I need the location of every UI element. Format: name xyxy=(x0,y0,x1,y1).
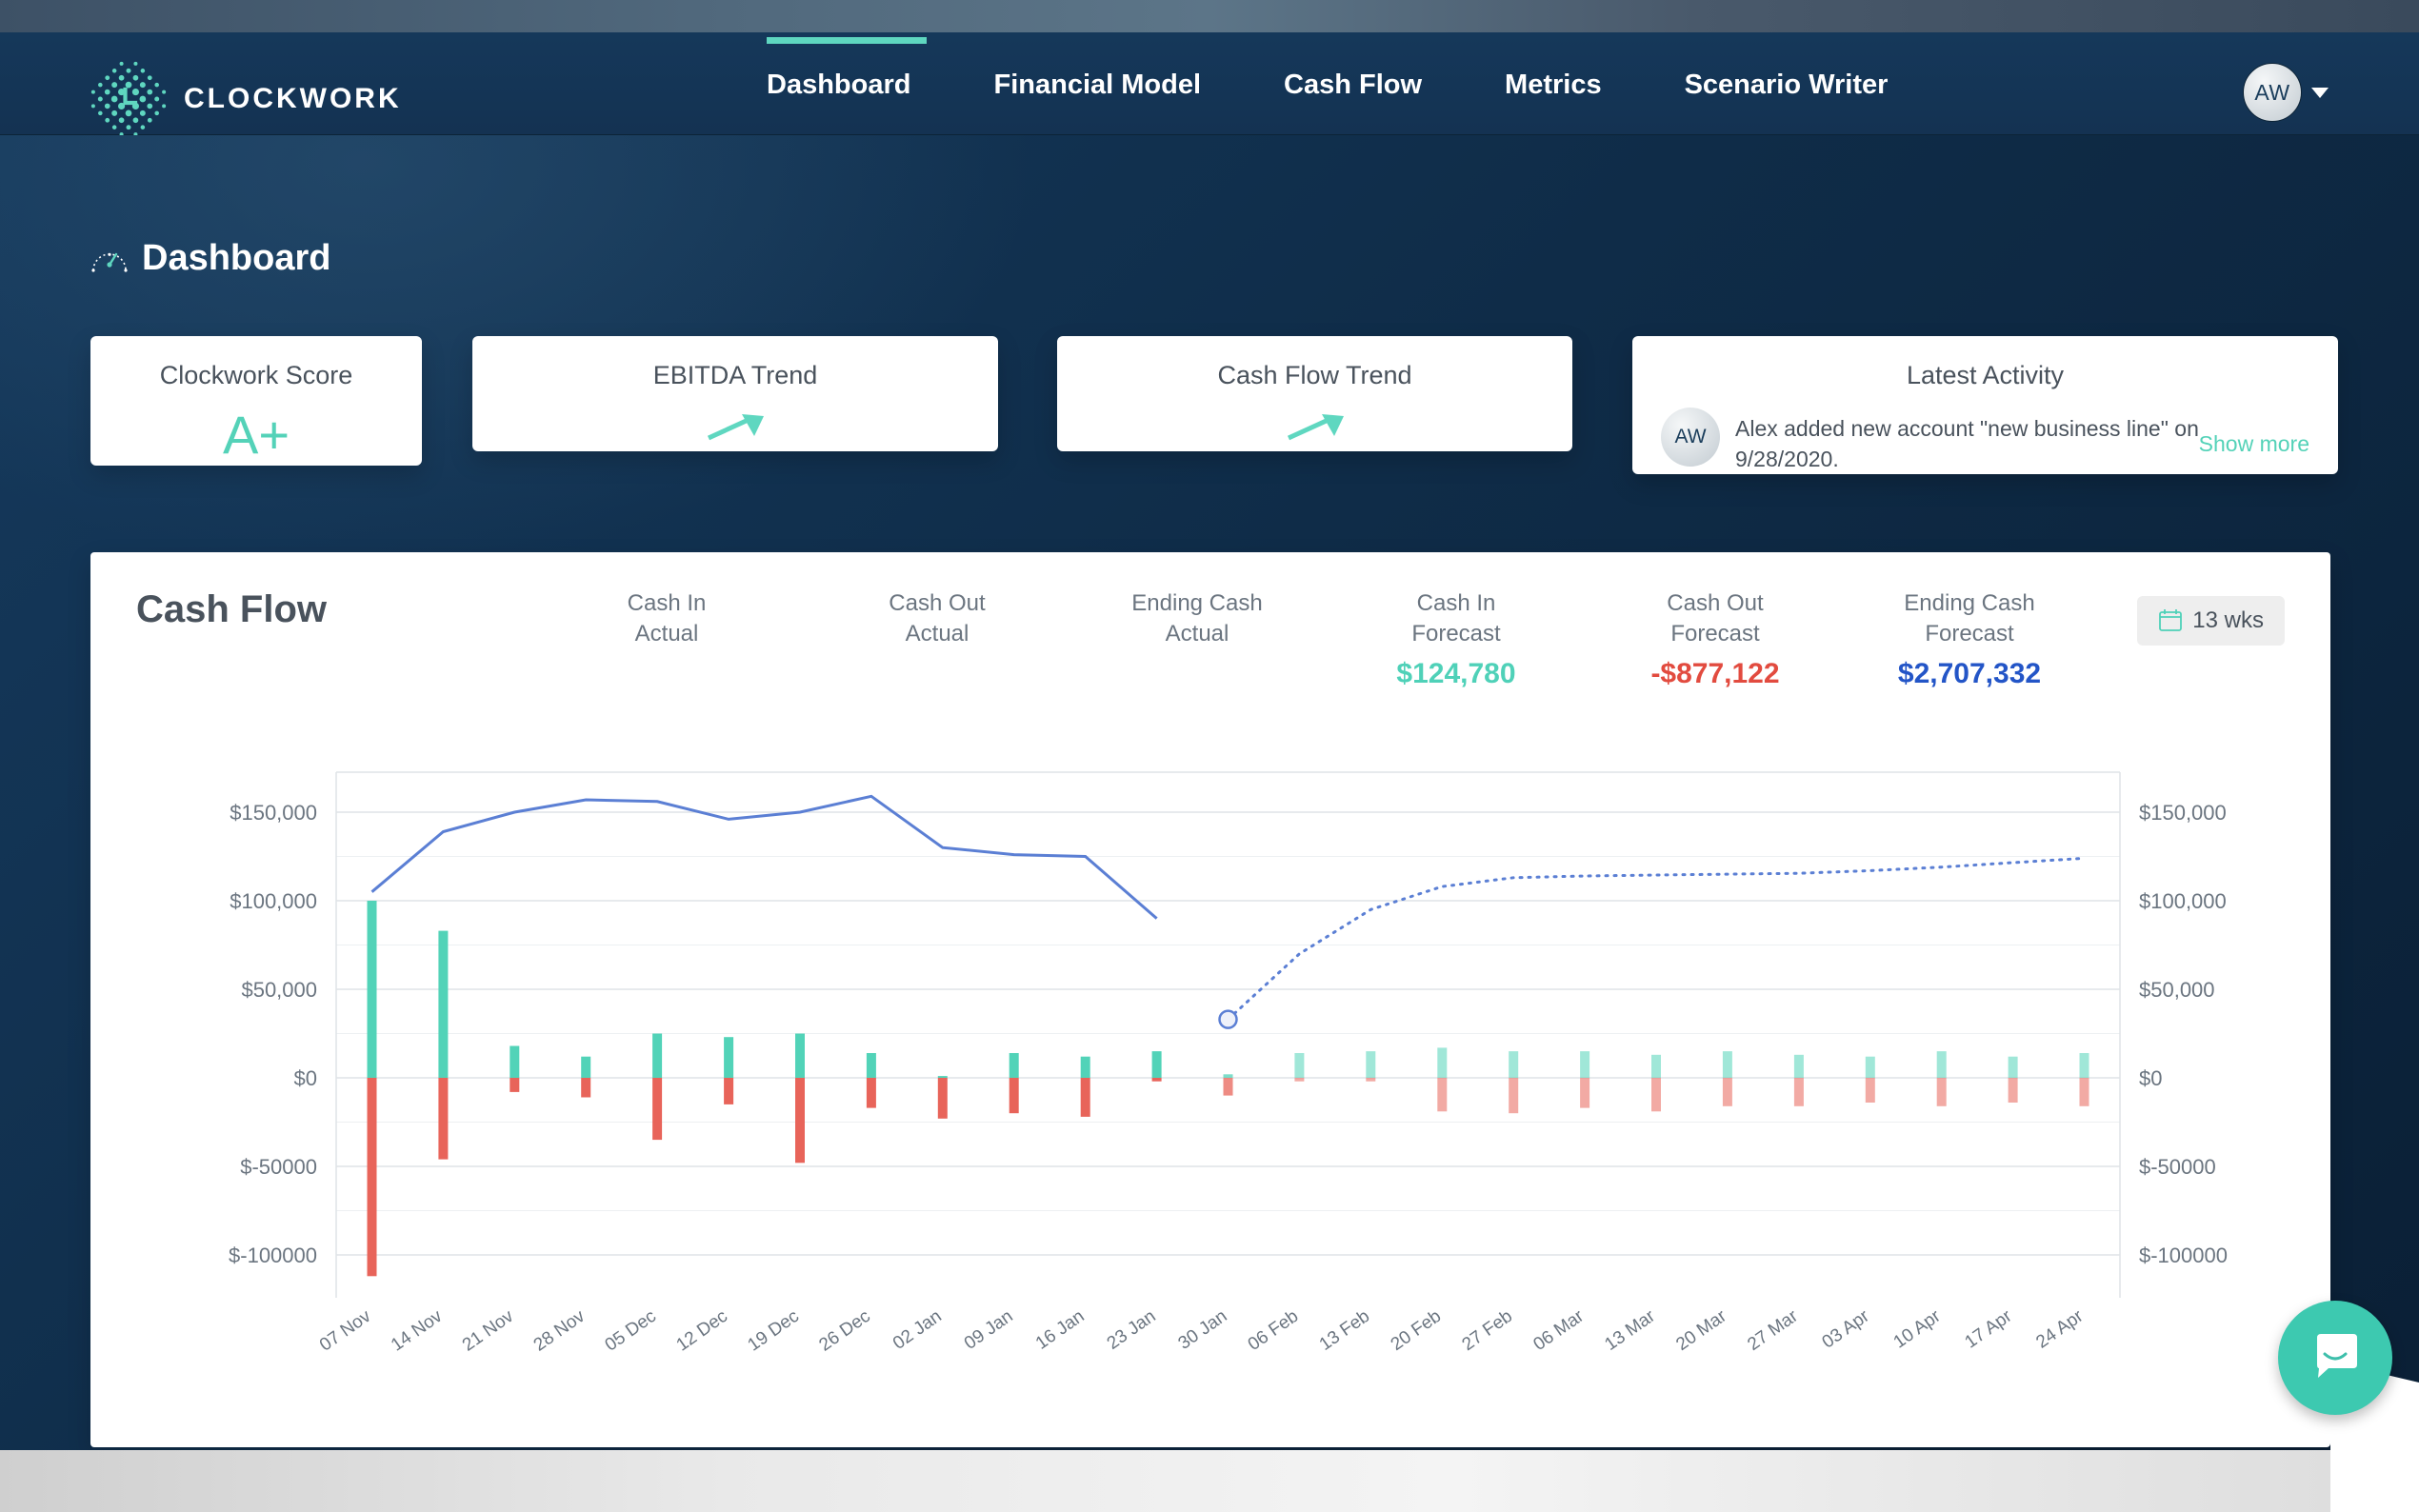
svg-text:03 Apr: 03 Apr xyxy=(1819,1306,1874,1353)
svg-text:$-100000: $-100000 xyxy=(2139,1243,2228,1267)
svg-text:06 Feb: 06 Feb xyxy=(1245,1306,1303,1355)
svg-text:07 Nov: 07 Nov xyxy=(316,1306,375,1356)
svg-text:30 Jan: 30 Jan xyxy=(1175,1306,1231,1354)
svg-text:12 Dec: 12 Dec xyxy=(673,1306,731,1356)
svg-text:26 Dec: 26 Dec xyxy=(815,1306,873,1356)
svg-text:02 Jan: 02 Jan xyxy=(890,1306,946,1354)
svg-text:27 Mar: 27 Mar xyxy=(1744,1306,1802,1356)
svg-text:13 Mar: 13 Mar xyxy=(1601,1306,1659,1356)
svg-text:$50,000: $50,000 xyxy=(241,978,317,1002)
svg-text:$-50000: $-50000 xyxy=(240,1155,317,1179)
svg-text:05 Dec: 05 Dec xyxy=(602,1306,660,1356)
svg-text:24 Apr: 24 Apr xyxy=(2032,1306,2088,1353)
svg-text:$50,000: $50,000 xyxy=(2139,978,2215,1002)
svg-text:$150,000: $150,000 xyxy=(230,801,317,825)
svg-text:16 Jan: 16 Jan xyxy=(1032,1306,1089,1354)
svg-text:$150,000: $150,000 xyxy=(2139,801,2227,825)
svg-text:13 Feb: 13 Feb xyxy=(1316,1306,1374,1355)
svg-text:09 Jan: 09 Jan xyxy=(961,1306,1017,1354)
svg-text:20 Feb: 20 Feb xyxy=(1388,1306,1446,1355)
svg-text:$0: $0 xyxy=(2139,1066,2162,1090)
svg-text:20 Mar: 20 Mar xyxy=(1672,1306,1730,1356)
svg-text:10 Apr: 10 Apr xyxy=(1890,1306,1946,1353)
svg-text:$100,000: $100,000 xyxy=(230,889,317,913)
svg-text:28 Nov: 28 Nov xyxy=(530,1306,590,1356)
svg-text:$0: $0 xyxy=(294,1066,317,1090)
svg-text:19 Dec: 19 Dec xyxy=(745,1306,803,1356)
svg-text:17 Apr: 17 Apr xyxy=(1961,1306,2016,1353)
svg-text:06 Mar: 06 Mar xyxy=(1529,1306,1588,1356)
svg-text:27 Feb: 27 Feb xyxy=(1459,1306,1517,1355)
svg-text:21 Nov: 21 Nov xyxy=(459,1306,518,1356)
svg-text:$100,000: $100,000 xyxy=(2139,889,2227,913)
svg-text:14 Nov: 14 Nov xyxy=(388,1306,447,1356)
svg-text:$-50000: $-50000 xyxy=(2139,1155,2216,1179)
svg-text:23 Jan: 23 Jan xyxy=(1104,1306,1160,1354)
svg-text:$-100000: $-100000 xyxy=(229,1243,317,1267)
